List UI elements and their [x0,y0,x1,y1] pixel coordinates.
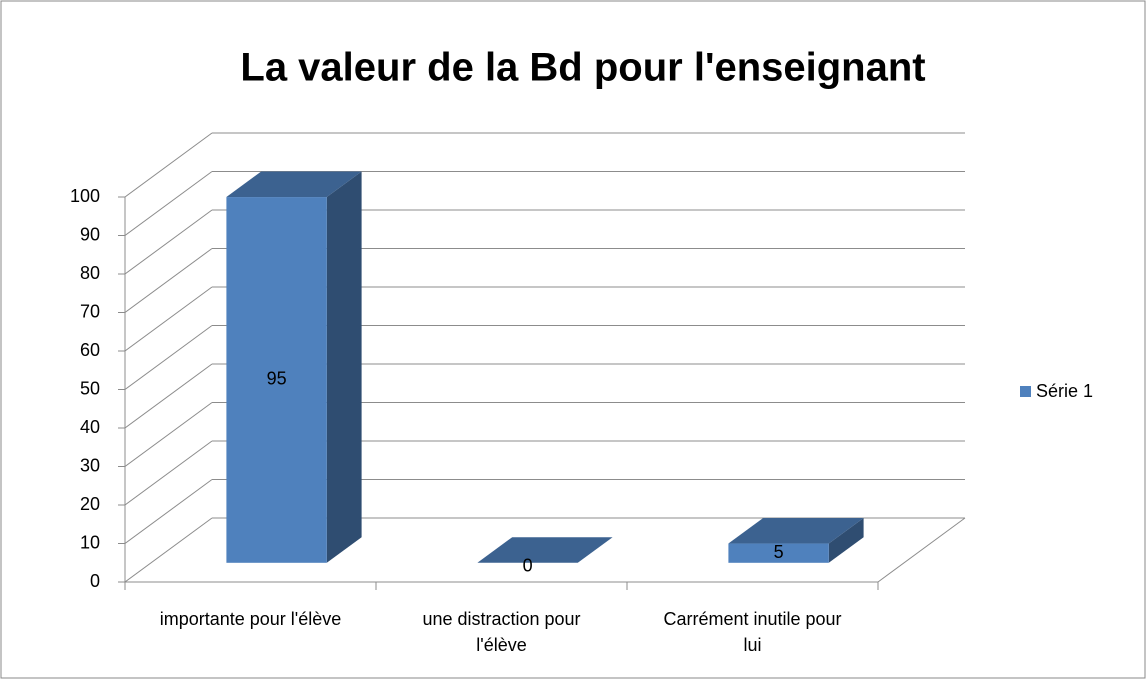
bar-front [226,197,327,563]
bar [226,171,362,563]
chart-title: La valeur de la Bd pour l'enseignant [240,46,925,90]
y-tick-label: 10 [80,532,100,552]
y-tick-label: 50 [80,378,100,398]
bar-top [226,171,362,198]
x-tick-label: importante pour l'élève [159,609,342,629]
value-label: 95 [267,369,287,389]
value-label: 5 [774,542,784,562]
y-tick-label: 60 [80,340,100,360]
grid-line-side [124,209,213,275]
bar-top [477,537,613,563]
y-tick-label: 30 [80,455,100,475]
bar [477,537,613,563]
legend-label: Série 1 [1036,381,1093,401]
bar-front [728,543,829,563]
y-tick-label: 90 [80,224,100,244]
value-label: 0 [523,556,533,576]
grid-line-side [124,325,213,390]
y-tick-label: 40 [80,417,100,437]
y-tick-label: 70 [80,301,100,321]
grid-line-side [124,248,213,313]
grid-line-side [124,402,213,467]
bar-top [728,517,864,544]
grid-line-side [124,286,213,352]
grid-line-side [124,440,213,506]
bar [728,517,864,563]
bar-side [326,171,362,563]
y-tick-label: 20 [80,494,100,514]
x-tick-label: Carrément inutile pour lui [663,609,842,655]
grid-line-side [124,171,213,236]
bar-side [828,517,864,563]
legend-swatch [1020,386,1031,397]
y-tick-label: 100 [70,186,100,206]
y-tick-label: 0 [90,571,100,591]
floor-right-edge [877,517,966,583]
grid-line-side [124,132,213,198]
x-tick-label: une distraction pour l'élève [422,609,581,655]
grid-line-side [124,363,213,429]
y-tick-label: 80 [80,263,100,283]
grid-line-side [124,479,213,544]
grid-line-side [124,517,213,583]
